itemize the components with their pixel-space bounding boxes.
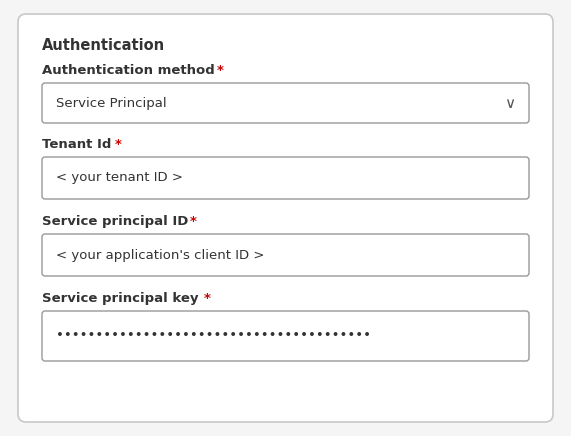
Text: *: *	[204, 292, 211, 305]
Text: Tenant Id  *: Tenant Id *	[42, 138, 127, 151]
Text: Service principal ID  *: Service principal ID *	[42, 215, 204, 228]
Text: ∨: ∨	[504, 95, 515, 110]
Text: Authentication method  *: Authentication method *	[42, 64, 231, 77]
Text: Service principal ID: Service principal ID	[42, 215, 188, 228]
Text: < your application's client ID >: < your application's client ID >	[56, 249, 264, 262]
FancyBboxPatch shape	[42, 234, 529, 276]
Text: Authentication: Authentication	[42, 38, 165, 53]
Text: *: *	[217, 64, 224, 77]
FancyBboxPatch shape	[42, 83, 529, 123]
Text: Tenant Id: Tenant Id	[42, 138, 111, 151]
Text: < your tenant ID >: < your tenant ID >	[56, 171, 183, 184]
FancyBboxPatch shape	[18, 14, 553, 422]
Text: *: *	[115, 138, 122, 151]
FancyBboxPatch shape	[42, 157, 529, 199]
Text: Authentication method: Authentication method	[42, 64, 215, 77]
Text: Service Principal: Service Principal	[56, 96, 167, 109]
Text: Service principal key  *: Service principal key *	[42, 292, 215, 305]
Text: *: *	[190, 215, 197, 228]
Text: Service principal key: Service principal key	[42, 292, 199, 305]
FancyBboxPatch shape	[42, 311, 529, 361]
Text: ••••••••••••••••••••••••••••••••••••••••: ••••••••••••••••••••••••••••••••••••••••	[56, 330, 371, 343]
